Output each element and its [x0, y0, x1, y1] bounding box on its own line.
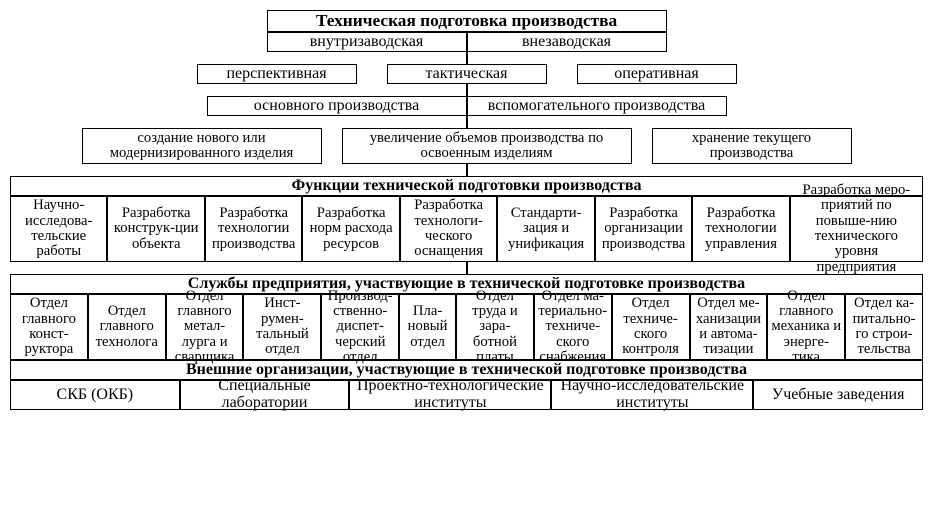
- r7-cell-3: Инст-румен-тальный отдел: [243, 294, 321, 360]
- org-diagram: Техническая подготовка производства внут…: [10, 10, 923, 410]
- r8-cell-0: СКБ (ОКБ): [10, 380, 180, 410]
- r7-cell-8: Отдел техниче-ского контроля: [612, 294, 690, 360]
- row-6: Научно-исследова-тельские работы Разрабо…: [10, 196, 923, 262]
- connector-line: [466, 262, 468, 274]
- r6-cell-5: Стандарти-зация и унификация: [497, 196, 594, 262]
- r7-cell-0: Отдел главного конст-руктора: [10, 294, 88, 360]
- r2-cell-1: внезаводская: [467, 32, 667, 52]
- connector-line: [466, 84, 468, 96]
- r6-cell-8: Разработка меро-приятий по повыше-нию те…: [790, 196, 923, 262]
- r6-cell-4: Разработка технологи-ческого оснащения: [400, 196, 497, 262]
- r8-cell-2: Проектно-технологические институты: [349, 380, 551, 410]
- r8-cell-4: Учебные заведения: [753, 380, 923, 410]
- r6-cell-0: Научно-исследова-тельские работы: [10, 196, 107, 262]
- title-box: Техническая подготовка производства: [267, 10, 667, 32]
- r5-cell-1: увеличение объемов производства по освое…: [342, 128, 632, 164]
- r3-cell-2: оперативная: [577, 64, 737, 84]
- r6-cell-2: Разработка технологии производства: [205, 196, 302, 262]
- connector-line: [466, 52, 468, 64]
- r3-cell-1: тактическая: [387, 64, 547, 84]
- connector-line: [466, 164, 468, 176]
- r7-cell-6: Отдел труда и зара-ботной платы: [456, 294, 534, 360]
- r8-cell-3: Научно-исследовательские институты: [551, 380, 753, 410]
- r5-cell-2: хранение текущего производства: [652, 128, 852, 164]
- r7-cell-10: Отдел главного механика и энерге-тика: [767, 294, 845, 360]
- r7-cell-9: Отдел ме-ханизации и автома-тизации: [690, 294, 768, 360]
- r7-cell-2: Отдел главного метал-лурга и сварщика: [166, 294, 244, 360]
- r4-cell-1: вспомогательного производства: [467, 96, 727, 116]
- r7-cell-11: Отдел ка-питально-го строи-тельства: [845, 294, 923, 360]
- r6-cell-3: Разработка норм расхода ресурсов: [302, 196, 399, 262]
- r2-cell-0: внутризаводская: [267, 32, 467, 52]
- r7-cell-1: Отдел главного технолога: [88, 294, 166, 360]
- r7-cell-5: Пла-новый отдел: [399, 294, 456, 360]
- r7-cell-7: Отдел ма-териально-техниче-ского снабжен…: [534, 294, 612, 360]
- connector-line: [466, 116, 468, 128]
- r6-cell-7: Разработка технологии управления: [692, 196, 789, 262]
- r3-cell-0: перспективная: [197, 64, 357, 84]
- r6-cell-1: Разработка конструк-ции объекта: [107, 196, 204, 262]
- r4-cell-0: основного производства: [207, 96, 467, 116]
- row-8: СКБ (ОКБ) Специальные лаборатории Проект…: [10, 380, 923, 410]
- r6-cell-6: Разработка организации производства: [595, 196, 692, 262]
- r8-cell-1: Специальные лаборатории: [180, 380, 350, 410]
- row-3: перспективная тактическая оперативная: [10, 64, 923, 84]
- r5-cell-0: создание нового или модернизированного и…: [82, 128, 322, 164]
- row-2: внутризаводская внезаводская: [10, 32, 923, 52]
- r6-header: Функции технической подготовки производс…: [10, 176, 923, 196]
- row-7: Отдел главного конст-руктора Отдел главн…: [10, 294, 923, 360]
- row-5: создание нового или модернизированного и…: [10, 128, 923, 164]
- row-4: основного производства вспомогательного …: [10, 96, 923, 116]
- r7-cell-4: Производ-ственно-диспет-черский отдел: [321, 294, 399, 360]
